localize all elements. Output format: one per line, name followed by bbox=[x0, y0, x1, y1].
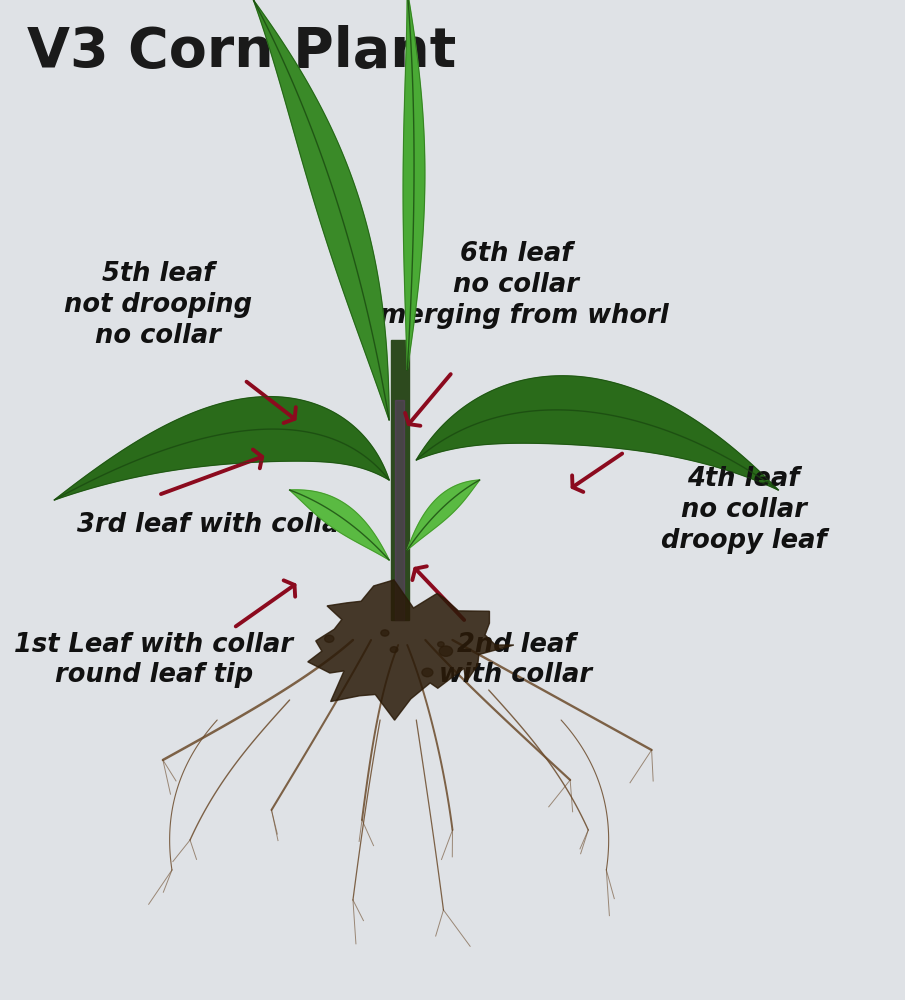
Ellipse shape bbox=[422, 668, 433, 677]
Text: 1st Leaf with collar
round leaf tip: 1st Leaf with collar round leaf tip bbox=[14, 632, 293, 688]
Text: 4th leaf
no collar
droopy leaf: 4th leaf no collar droopy leaf bbox=[661, 466, 826, 554]
Polygon shape bbox=[290, 490, 389, 560]
Ellipse shape bbox=[390, 647, 398, 653]
Polygon shape bbox=[54, 397, 389, 500]
Polygon shape bbox=[416, 376, 778, 490]
Ellipse shape bbox=[325, 635, 334, 642]
Ellipse shape bbox=[381, 630, 389, 636]
Text: 6th leaf
no collar
emerging from whorl: 6th leaf no collar emerging from whorl bbox=[363, 241, 669, 329]
Polygon shape bbox=[407, 480, 480, 550]
Text: V3 Corn Plant: V3 Corn Plant bbox=[27, 25, 456, 79]
Polygon shape bbox=[253, 0, 389, 420]
Text: 3rd leaf with collar: 3rd leaf with collar bbox=[77, 512, 352, 538]
Text: 5th leaf
not drooping
no collar: 5th leaf not drooping no collar bbox=[64, 261, 252, 349]
Polygon shape bbox=[391, 340, 409, 620]
Polygon shape bbox=[395, 400, 404, 620]
Text: 2nd leaf
with collar: 2nd leaf with collar bbox=[439, 632, 593, 688]
Ellipse shape bbox=[438, 642, 444, 647]
Polygon shape bbox=[403, 0, 424, 370]
Polygon shape bbox=[308, 580, 514, 720]
Ellipse shape bbox=[439, 646, 452, 656]
